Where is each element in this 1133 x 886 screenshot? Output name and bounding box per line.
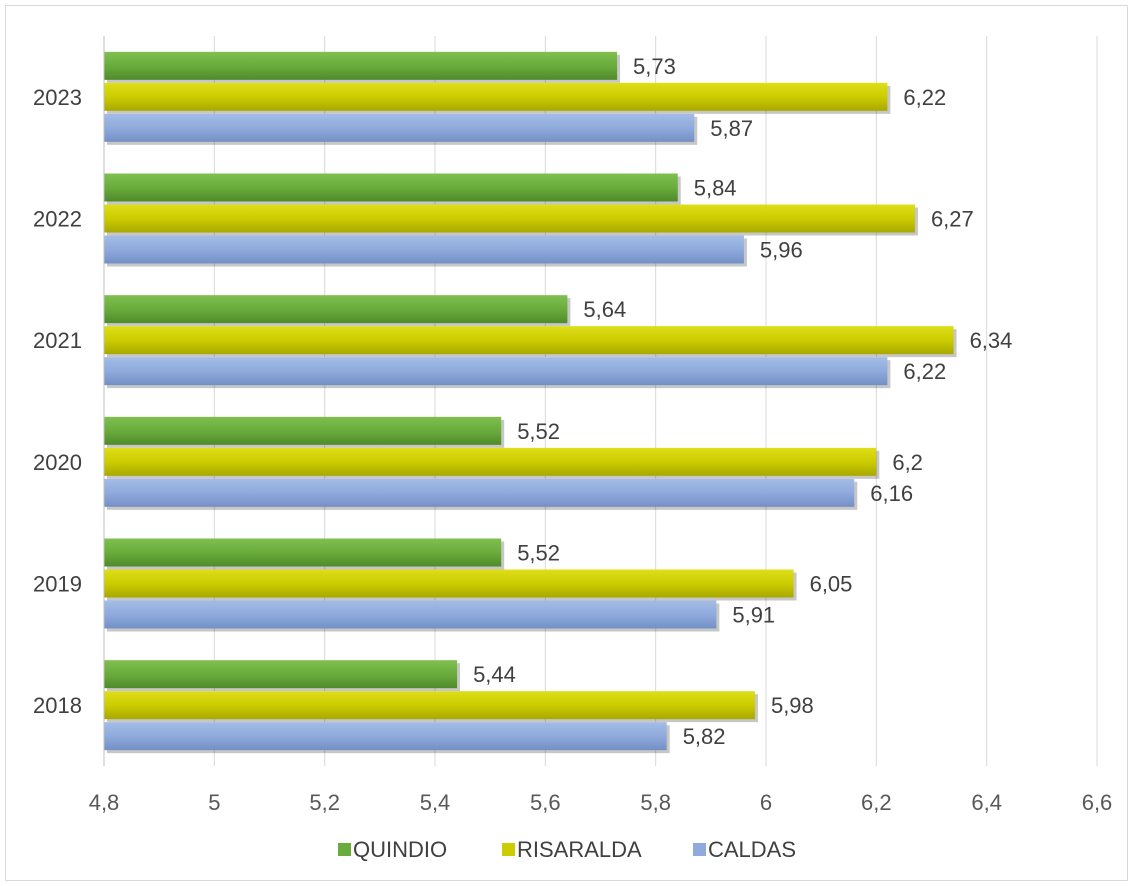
data-labels: 5,44 5,98 5,82 5,52 6,05 5,91 5,52 6,2 6,16 5,64 6… bbox=[473, 54, 1012, 749]
data-label: 5,96 bbox=[760, 238, 803, 263]
x-tick-label: 6,4 bbox=[971, 790, 1002, 815]
bar bbox=[104, 113, 695, 142]
x-tick-label: 5 bbox=[208, 790, 220, 815]
bar bbox=[104, 416, 502, 445]
x-tick-label: 5,2 bbox=[309, 790, 340, 815]
bar bbox=[104, 569, 794, 598]
x-tick-label: 6,2 bbox=[861, 790, 892, 815]
bar bbox=[104, 204, 915, 233]
x-tick-label: 5,6 bbox=[530, 790, 561, 815]
data-label: 6,16 bbox=[870, 481, 913, 506]
data-label: 5,98 bbox=[771, 693, 814, 718]
data-label: 6,05 bbox=[810, 572, 853, 597]
bar bbox=[104, 357, 888, 386]
data-label: 5,91 bbox=[732, 603, 775, 628]
bar bbox=[104, 295, 568, 324]
data-label: 5,44 bbox=[473, 662, 516, 687]
data-label: 6,27 bbox=[931, 207, 974, 232]
data-label: 6,22 bbox=[903, 359, 946, 384]
bar bbox=[104, 326, 954, 355]
bar bbox=[104, 235, 744, 264]
bar bbox=[104, 538, 502, 567]
category-label: 2021 bbox=[33, 328, 82, 353]
category-label: 2022 bbox=[33, 207, 82, 232]
bars bbox=[104, 51, 957, 754]
bar bbox=[104, 722, 667, 751]
legend-swatch bbox=[502, 843, 515, 856]
x-tick-label: 4,8 bbox=[89, 790, 120, 815]
category-label: 2019 bbox=[33, 572, 82, 597]
data-label: 6,34 bbox=[970, 328, 1013, 353]
legend-label: CALDAS bbox=[708, 837, 796, 862]
bar bbox=[104, 82, 888, 111]
x-tick-label: 6,6 bbox=[1082, 790, 1113, 815]
x-tick-label: 5,4 bbox=[420, 790, 451, 815]
data-label: 5,87 bbox=[710, 116, 753, 141]
category-label: 2023 bbox=[33, 85, 82, 110]
category-label: 2018 bbox=[33, 693, 82, 718]
data-label: 5,64 bbox=[583, 297, 626, 322]
legend-label: RISARALDA bbox=[517, 837, 642, 862]
bar bbox=[104, 660, 458, 689]
bar bbox=[104, 600, 717, 629]
axes: 4,8 5 5,2 5,4 5,6 5,8 6 6,2 6,4 6,6 2018 2019 2020 20… bbox=[33, 36, 1112, 815]
gridlines bbox=[103, 36, 1098, 766]
data-label: 6,22 bbox=[903, 85, 946, 110]
data-label: 5,82 bbox=[683, 724, 726, 749]
category-label: 2020 bbox=[33, 450, 82, 475]
legend-swatch bbox=[338, 843, 351, 856]
bar bbox=[104, 447, 877, 476]
data-label: 5,84 bbox=[694, 176, 737, 201]
data-label: 5,73 bbox=[633, 54, 676, 79]
data-label: 5,52 bbox=[517, 419, 560, 444]
bar bbox=[104, 691, 755, 720]
bar bbox=[104, 51, 618, 80]
bar bbox=[104, 478, 855, 507]
legend-swatch bbox=[693, 843, 706, 856]
x-tick-label: 6 bbox=[760, 790, 772, 815]
bar bbox=[104, 173, 678, 202]
legend-label: QUINDIO bbox=[353, 837, 447, 862]
data-label: 6,2 bbox=[892, 450, 923, 475]
x-tick-label: 5,8 bbox=[640, 790, 671, 815]
legend: QUINDIO RISARALDA CALDAS bbox=[338, 837, 796, 862]
data-label: 5,52 bbox=[517, 541, 560, 566]
